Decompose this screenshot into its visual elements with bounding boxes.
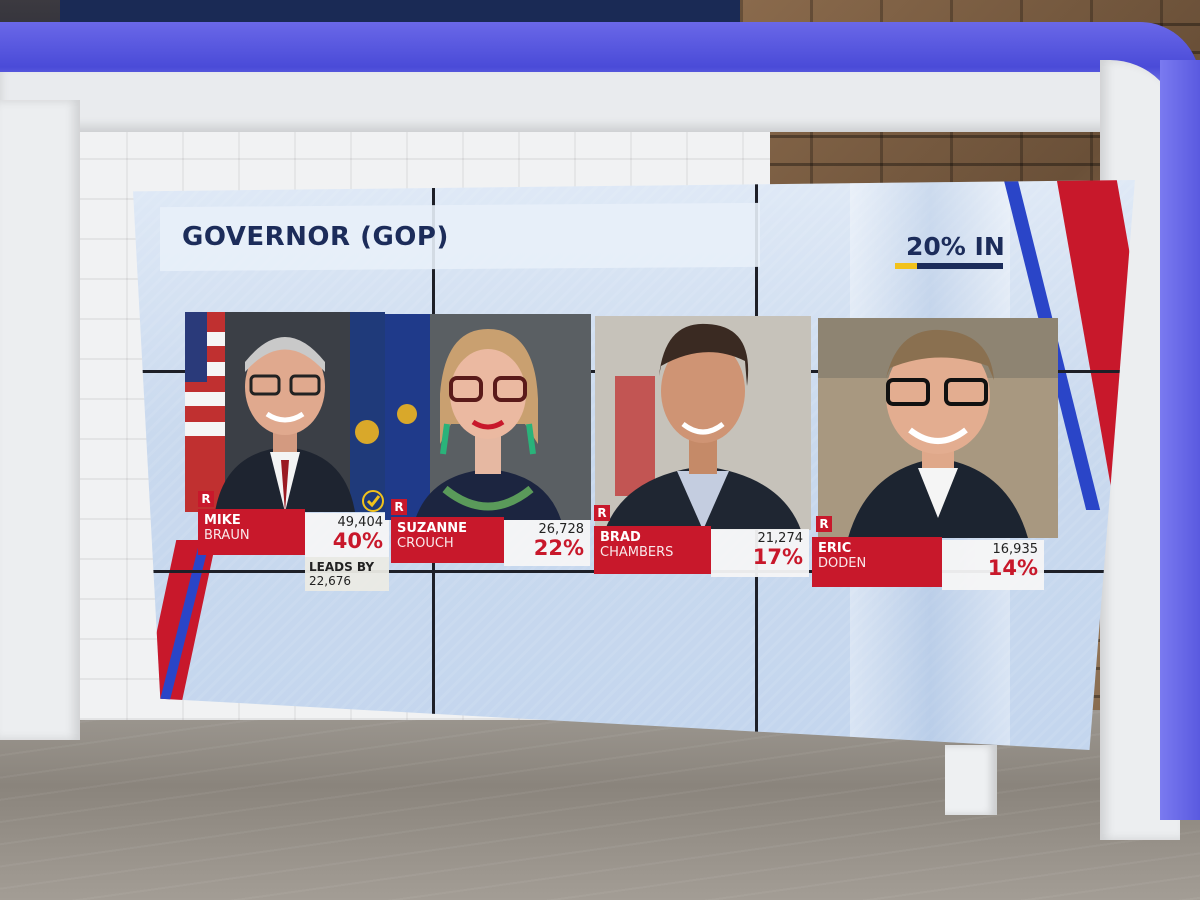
candidate-first-name: MIKE — [204, 513, 241, 528]
vote-percent: 17% — [752, 545, 803, 569]
reporting-percent: 20% IN — [906, 232, 1005, 261]
frame-top — [0, 72, 1180, 132]
candidate-photo-1 — [185, 312, 385, 512]
check-icon — [362, 490, 384, 512]
candidate-last-name: BRAUN — [204, 528, 250, 543]
party-badge: R — [594, 505, 610, 521]
reporting-bar — [895, 263, 1003, 269]
indiana-flag-icon — [350, 312, 385, 512]
reporting-bar-fill — [895, 263, 917, 269]
frame-left — [0, 100, 80, 740]
lead-label: LEADS BY — [309, 560, 375, 574]
vote-count: 49,404 — [337, 515, 384, 530]
us-flag-icon — [185, 312, 225, 512]
lead-margin: 22,676 — [309, 574, 351, 588]
candidate-photo — [385, 314, 591, 520]
vote-percent: 40% — [332, 529, 383, 553]
lead-margin-box: LEADS BY 22,676 — [305, 557, 389, 591]
candidate-photo — [185, 312, 385, 512]
party-badge: R — [816, 516, 832, 532]
vote-count: 26,728 — [538, 522, 585, 537]
candidate-first-name: BRAD — [600, 530, 641, 545]
candidate-last-name: CHAMBERS — [600, 545, 674, 560]
candidate-photo — [818, 318, 1058, 538]
candidate-name-box: MIKE BRAUN — [198, 509, 305, 555]
blue-light-right — [1160, 60, 1200, 820]
candidate-photo-4 — [818, 318, 1058, 538]
vote-box: 16,935 14% — [942, 540, 1044, 590]
candidate-name-box: SUZANNE CROUCH — [391, 517, 504, 563]
vote-box: 49,404 40% — [305, 513, 389, 557]
party-badge: R — [198, 491, 214, 507]
vote-percent: 14% — [987, 556, 1038, 580]
party-badge: R — [391, 499, 407, 515]
vote-box: 26,728 22% — [504, 520, 590, 566]
candidate-photo-2 — [385, 314, 591, 520]
vote-count: 16,935 — [992, 542, 1039, 557]
race-title: GOVERNOR (GOP) — [182, 222, 449, 252]
floor-base-block — [945, 745, 997, 815]
vote-count: 21,274 — [757, 531, 804, 546]
candidate-photo — [595, 316, 811, 530]
candidate-name-box: ERIC DODEN — [812, 537, 942, 587]
candidate-last-name: DODEN — [818, 556, 867, 571]
candidate-first-name: SUZANNE — [397, 521, 468, 536]
vote-percent: 22% — [533, 536, 584, 560]
indiana-flag-icon — [385, 314, 430, 520]
candidate-last-name: CROUCH — [397, 536, 454, 551]
candidate-first-name: ERIC — [818, 541, 852, 556]
candidate-photo-3 — [595, 316, 811, 530]
candidate-name-box: BRAD CHAMBERS — [594, 526, 711, 574]
vote-box: 21,274 17% — [711, 529, 809, 577]
